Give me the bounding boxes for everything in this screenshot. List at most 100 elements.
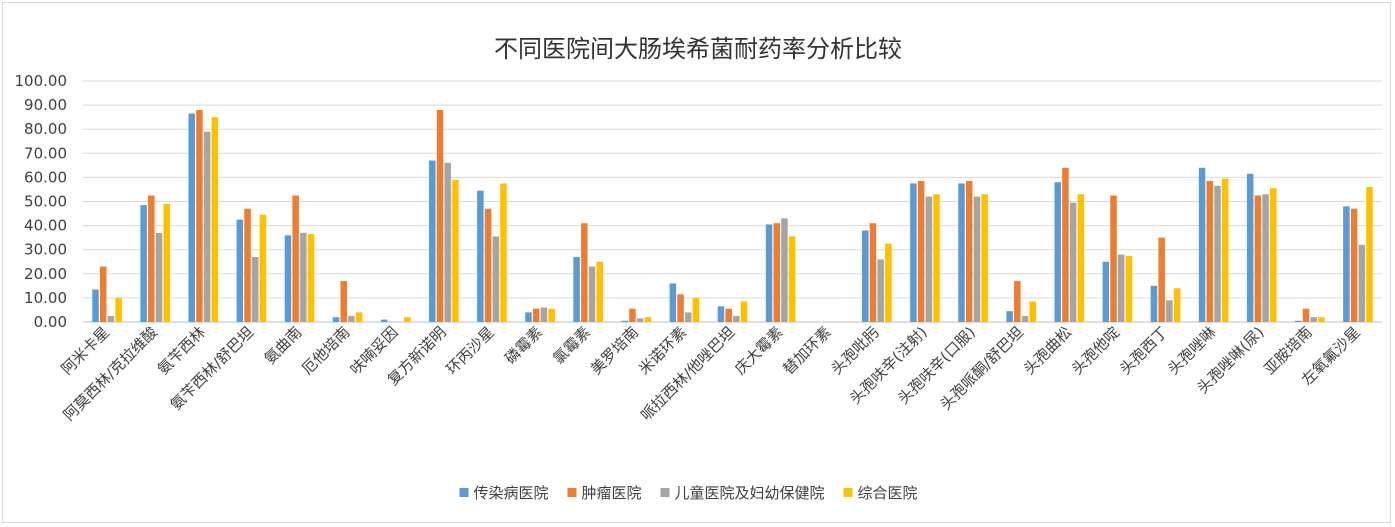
bar: [1206, 181, 1214, 322]
bar: [1302, 308, 1310, 322]
bar: [284, 235, 292, 322]
bar: [581, 223, 588, 322]
y-tick-label: 40.00: [24, 217, 67, 235]
bar: [348, 315, 355, 322]
bar: [292, 195, 299, 322]
bar: [973, 196, 981, 322]
bar: [965, 181, 973, 322]
bar: [1270, 188, 1277, 322]
bar: [203, 131, 211, 322]
bar: [436, 109, 444, 322]
bar: [1158, 237, 1165, 322]
bar: [211, 117, 219, 323]
legend-swatch: [660, 488, 670, 497]
x-tick-label: 氨曲南: [261, 323, 306, 368]
bar: [644, 317, 652, 322]
bar: [355, 312, 363, 322]
bar: [532, 308, 540, 322]
bar: [332, 317, 340, 322]
bar: [725, 308, 732, 322]
legend-label: 传染病医院: [474, 484, 549, 502]
bar: [340, 281, 348, 322]
y-tick-label: 30.00: [24, 241, 67, 259]
x-tick-label: 磷霉素: [501, 323, 546, 368]
bar: [404, 317, 411, 322]
bar: [781, 218, 788, 322]
legend: 传染病医院 肿瘤医院 儿童医院及妇幼保健院 综合医院: [459, 484, 918, 502]
bar: [684, 312, 692, 322]
bar: [925, 196, 933, 322]
bar: [155, 232, 163, 322]
y-axis-ticks: 0.00 10.00 20.00 30.00 40.00 50.00 60.00 70.00 8…: [15, 72, 68, 331]
bar: [380, 319, 388, 322]
bar: [958, 183, 965, 322]
gridlines: [83, 80, 1382, 323]
bar: [1062, 167, 1069, 322]
x-tick-label: 头孢曲松: [1020, 323, 1075, 378]
y-tick-label: 20.00: [24, 265, 67, 283]
bar: [677, 294, 684, 322]
x-tick-label: 庆大霉素: [731, 323, 786, 378]
bar: [669, 283, 677, 322]
bar: [477, 190, 484, 322]
bar: [910, 183, 917, 322]
bar: [1102, 261, 1110, 322]
bar: [1173, 288, 1181, 322]
bar: [259, 214, 267, 322]
bar: [629, 308, 636, 322]
x-tick-label: 厄他培南: [298, 323, 353, 378]
legend-swatch: [567, 488, 577, 497]
bar: [862, 230, 869, 322]
bar: [1006, 311, 1013, 322]
x-tick-label: 头孢他啶: [1068, 323, 1123, 378]
bar: [196, 109, 203, 322]
bar: [1198, 167, 1206, 322]
bar: [300, 232, 307, 322]
bar: [1117, 254, 1125, 322]
bar: [1350, 208, 1358, 322]
bars: [92, 109, 1373, 323]
bar: [788, 236, 796, 322]
bar: [765, 224, 773, 322]
legend-label: 综合医院: [858, 484, 918, 502]
bar: [492, 236, 500, 322]
bar: [1021, 315, 1029, 322]
bar: [933, 194, 940, 322]
bar: [773, 223, 781, 322]
bar: [1069, 202, 1077, 322]
bar: [429, 160, 436, 322]
y-tick-label: 70.00: [24, 144, 67, 162]
bar: [1246, 173, 1254, 322]
bar: [1054, 182, 1061, 322]
x-tick-label: 氯霉素: [549, 323, 594, 368]
bar: [1358, 244, 1366, 322]
x-tick-label: 氨苄西林/舒巴坦: [167, 323, 258, 414]
bar: [1262, 194, 1269, 322]
y-tick-label: 60.00: [24, 168, 67, 186]
bar: [188, 113, 195, 322]
bar: [1077, 194, 1085, 322]
bar: [877, 259, 884, 322]
legend-swatch: [843, 488, 853, 497]
y-tick-label: 0.00: [34, 313, 67, 331]
bar: [251, 256, 259, 322]
bar: [1310, 317, 1317, 322]
bar: [740, 301, 748, 322]
legend-swatch: [459, 488, 469, 497]
bar: [1295, 320, 1302, 322]
bar: [1029, 301, 1036, 322]
bar: [636, 318, 644, 322]
bar: [540, 307, 548, 322]
bar: [107, 315, 115, 322]
y-tick-label: 80.00: [24, 120, 67, 138]
bar: [692, 297, 700, 322]
bar: [307, 234, 315, 322]
bar: [1014, 281, 1021, 322]
x-tick-label: 头孢哌酮/舒巴坦: [936, 323, 1027, 414]
x-tick-label: 头孢西丁: [1116, 323, 1171, 378]
bar: [115, 297, 122, 322]
bar: [500, 183, 507, 322]
bar: [1221, 178, 1229, 322]
